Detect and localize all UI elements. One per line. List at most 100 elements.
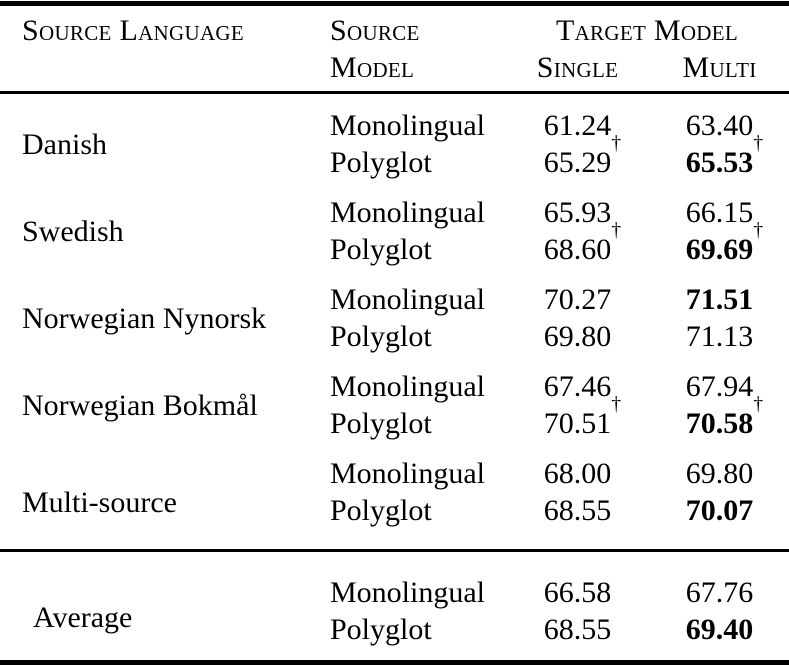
single-score-cell: 68.55 <box>505 492 650 551</box>
multi-score-cell: 69.80 <box>650 442 789 492</box>
score-value: 69.80 <box>685 457 754 490</box>
dagger-mark: † <box>753 132 764 155</box>
table-row: Polyglot 69.80 71.13 <box>0 318 789 355</box>
dagger-mark: † <box>611 393 622 416</box>
score-value: 69.40 <box>685 613 754 646</box>
header-row-1: Source Language Source Model Target Mode… <box>0 6 789 84</box>
score-value: 68.55 <box>543 613 612 646</box>
score-value: 66.58 <box>543 576 612 609</box>
multi-score-cell: 70.07 <box>650 492 789 551</box>
single-score-cell: 66.58 <box>505 551 650 612</box>
source-model-header-line2: Model <box>330 51 415 84</box>
language-cell: Norwegian Bokmål <box>22 388 258 422</box>
table-row: Polyglot 68.55 70.07 <box>0 492 789 551</box>
dagger-mark: † <box>753 219 764 242</box>
source-model-header: Source Model <box>330 6 505 93</box>
score-value: 67.94 <box>685 370 754 403</box>
score-value: 71.13 <box>685 320 754 353</box>
multi-score-cell: 71.51 <box>650 268 789 318</box>
multi-score-cell: 71.13 <box>650 318 789 355</box>
dagger-mark: † <box>753 393 764 416</box>
multi-score-cell: 63.40 <box>650 93 789 145</box>
score-value: 70.58 <box>685 407 754 440</box>
score-value: 68.60 <box>543 233 612 266</box>
score-value: 70.51 <box>543 407 612 440</box>
model-cell: Polyglot <box>330 320 432 353</box>
multi-score-cell: 69.40 <box>650 611 789 660</box>
score-value: 67.76 <box>685 576 754 609</box>
score-value: 66.15 <box>685 196 754 229</box>
score-value: 65.29 <box>543 146 612 179</box>
bottom-rule <box>0 660 789 665</box>
table-row: Norwegian Nynorsk Monolingual 70.27 71.5… <box>0 268 789 335</box>
model-cell: Polyglot <box>330 146 432 179</box>
table-row: Average Monolingual 66.58 67.76 <box>0 551 789 634</box>
single-score-cell: 61.24 <box>505 93 650 145</box>
single-column-header: Single <box>536 51 619 84</box>
score-value: 68.00 <box>543 457 612 490</box>
score-value: 65.93 <box>543 196 612 229</box>
average-section: Average Monolingual 66.58 67.76 Polyglot… <box>0 550 789 661</box>
language-cell: Norwegian Nynorsk <box>22 301 267 335</box>
source-language-header: Source Language <box>22 14 245 47</box>
multi-score-cell: 69.69 † <box>650 220 789 268</box>
model-cell: Monolingual <box>330 283 485 316</box>
table-row: Danish Monolingual 61.24 63.40 <box>0 93 789 161</box>
model-cell: Polyglot <box>330 233 432 266</box>
model-cell: Polyglot <box>330 407 432 440</box>
single-score-cell: 68.60 † <box>505 220 650 268</box>
score-value: 69.80 <box>543 320 612 353</box>
language-cell: Average <box>33 600 133 634</box>
dagger-mark: † <box>611 219 622 242</box>
model-cell: Monolingual <box>330 576 485 609</box>
model-cell: Polyglot <box>330 613 432 646</box>
single-score-cell: 69.80 <box>505 318 650 355</box>
single-score-cell: 70.27 <box>505 268 650 318</box>
table-row: Multi-source Monolingual 68.00 69.80 <box>0 442 789 519</box>
source-model-header-line1: Source <box>330 14 420 47</box>
language-cell: Multi-source <box>22 485 177 519</box>
table-row: Swedish Monolingual 65.93 66.15 <box>0 181 789 248</box>
score-value: 70.07 <box>685 494 754 527</box>
single-score-cell: 65.93 <box>505 181 650 231</box>
single-score-cell: 65.29 † <box>505 133 650 181</box>
model-cell: Monolingual <box>330 109 485 142</box>
header-row-2: Single Multi <box>0 49 789 93</box>
score-value: 71.51 <box>685 283 754 316</box>
score-value: 61.24 <box>543 109 612 142</box>
model-cell: Monolingual <box>330 196 485 229</box>
model-cell: Monolingual <box>330 457 485 490</box>
score-value: 70.27 <box>543 283 612 316</box>
score-value: 65.53 <box>685 146 754 179</box>
top-rule <box>0 1 789 6</box>
multi-score-cell: 70.58 † <box>650 394 789 442</box>
table-row: Polyglot 68.55 69.40 <box>0 611 789 660</box>
single-score-cell: 70.51 † <box>505 394 650 442</box>
table-row: Polyglot 68.60 † 69.69 † <box>0 220 789 268</box>
score-value: 67.46 <box>543 370 612 403</box>
model-cell: Monolingual <box>330 370 485 403</box>
multi-column-header: Multi <box>682 51 757 84</box>
language-cell: Danish <box>22 127 107 161</box>
single-score-cell: 68.00 <box>505 442 650 492</box>
language-cell: Swedish <box>22 214 124 248</box>
multi-score-cell: 66.15 <box>650 181 789 231</box>
multi-score-cell: 67.94 <box>650 355 789 405</box>
dagger-mark: † <box>611 132 622 155</box>
score-value: 68.55 <box>543 494 612 527</box>
score-value: 63.40 <box>685 109 754 142</box>
table-body: Danish Monolingual 61.24 63.40 Polyglot … <box>0 93 789 551</box>
single-score-cell: 67.46 <box>505 355 650 405</box>
target-model-header: Target Model <box>555 14 739 47</box>
single-score-cell: 68.55 <box>505 611 650 660</box>
multi-score-cell: 65.53 † <box>650 133 789 181</box>
multi-score-cell: 67.76 <box>650 551 789 612</box>
table-row: Norwegian Bokmål Monolingual 67.46 67.94 <box>0 355 789 422</box>
score-value: 69.69 <box>685 233 754 266</box>
table-row: Polyglot 70.51 † 70.58 † <box>0 394 789 442</box>
results-table: Source Language Source Model Target Mode… <box>0 6 789 660</box>
table-row: Polyglot 65.29 † 65.53 † <box>0 133 789 181</box>
table-header: Source Language Source Model Target Mode… <box>0 6 789 93</box>
model-cell: Polyglot <box>330 494 432 527</box>
